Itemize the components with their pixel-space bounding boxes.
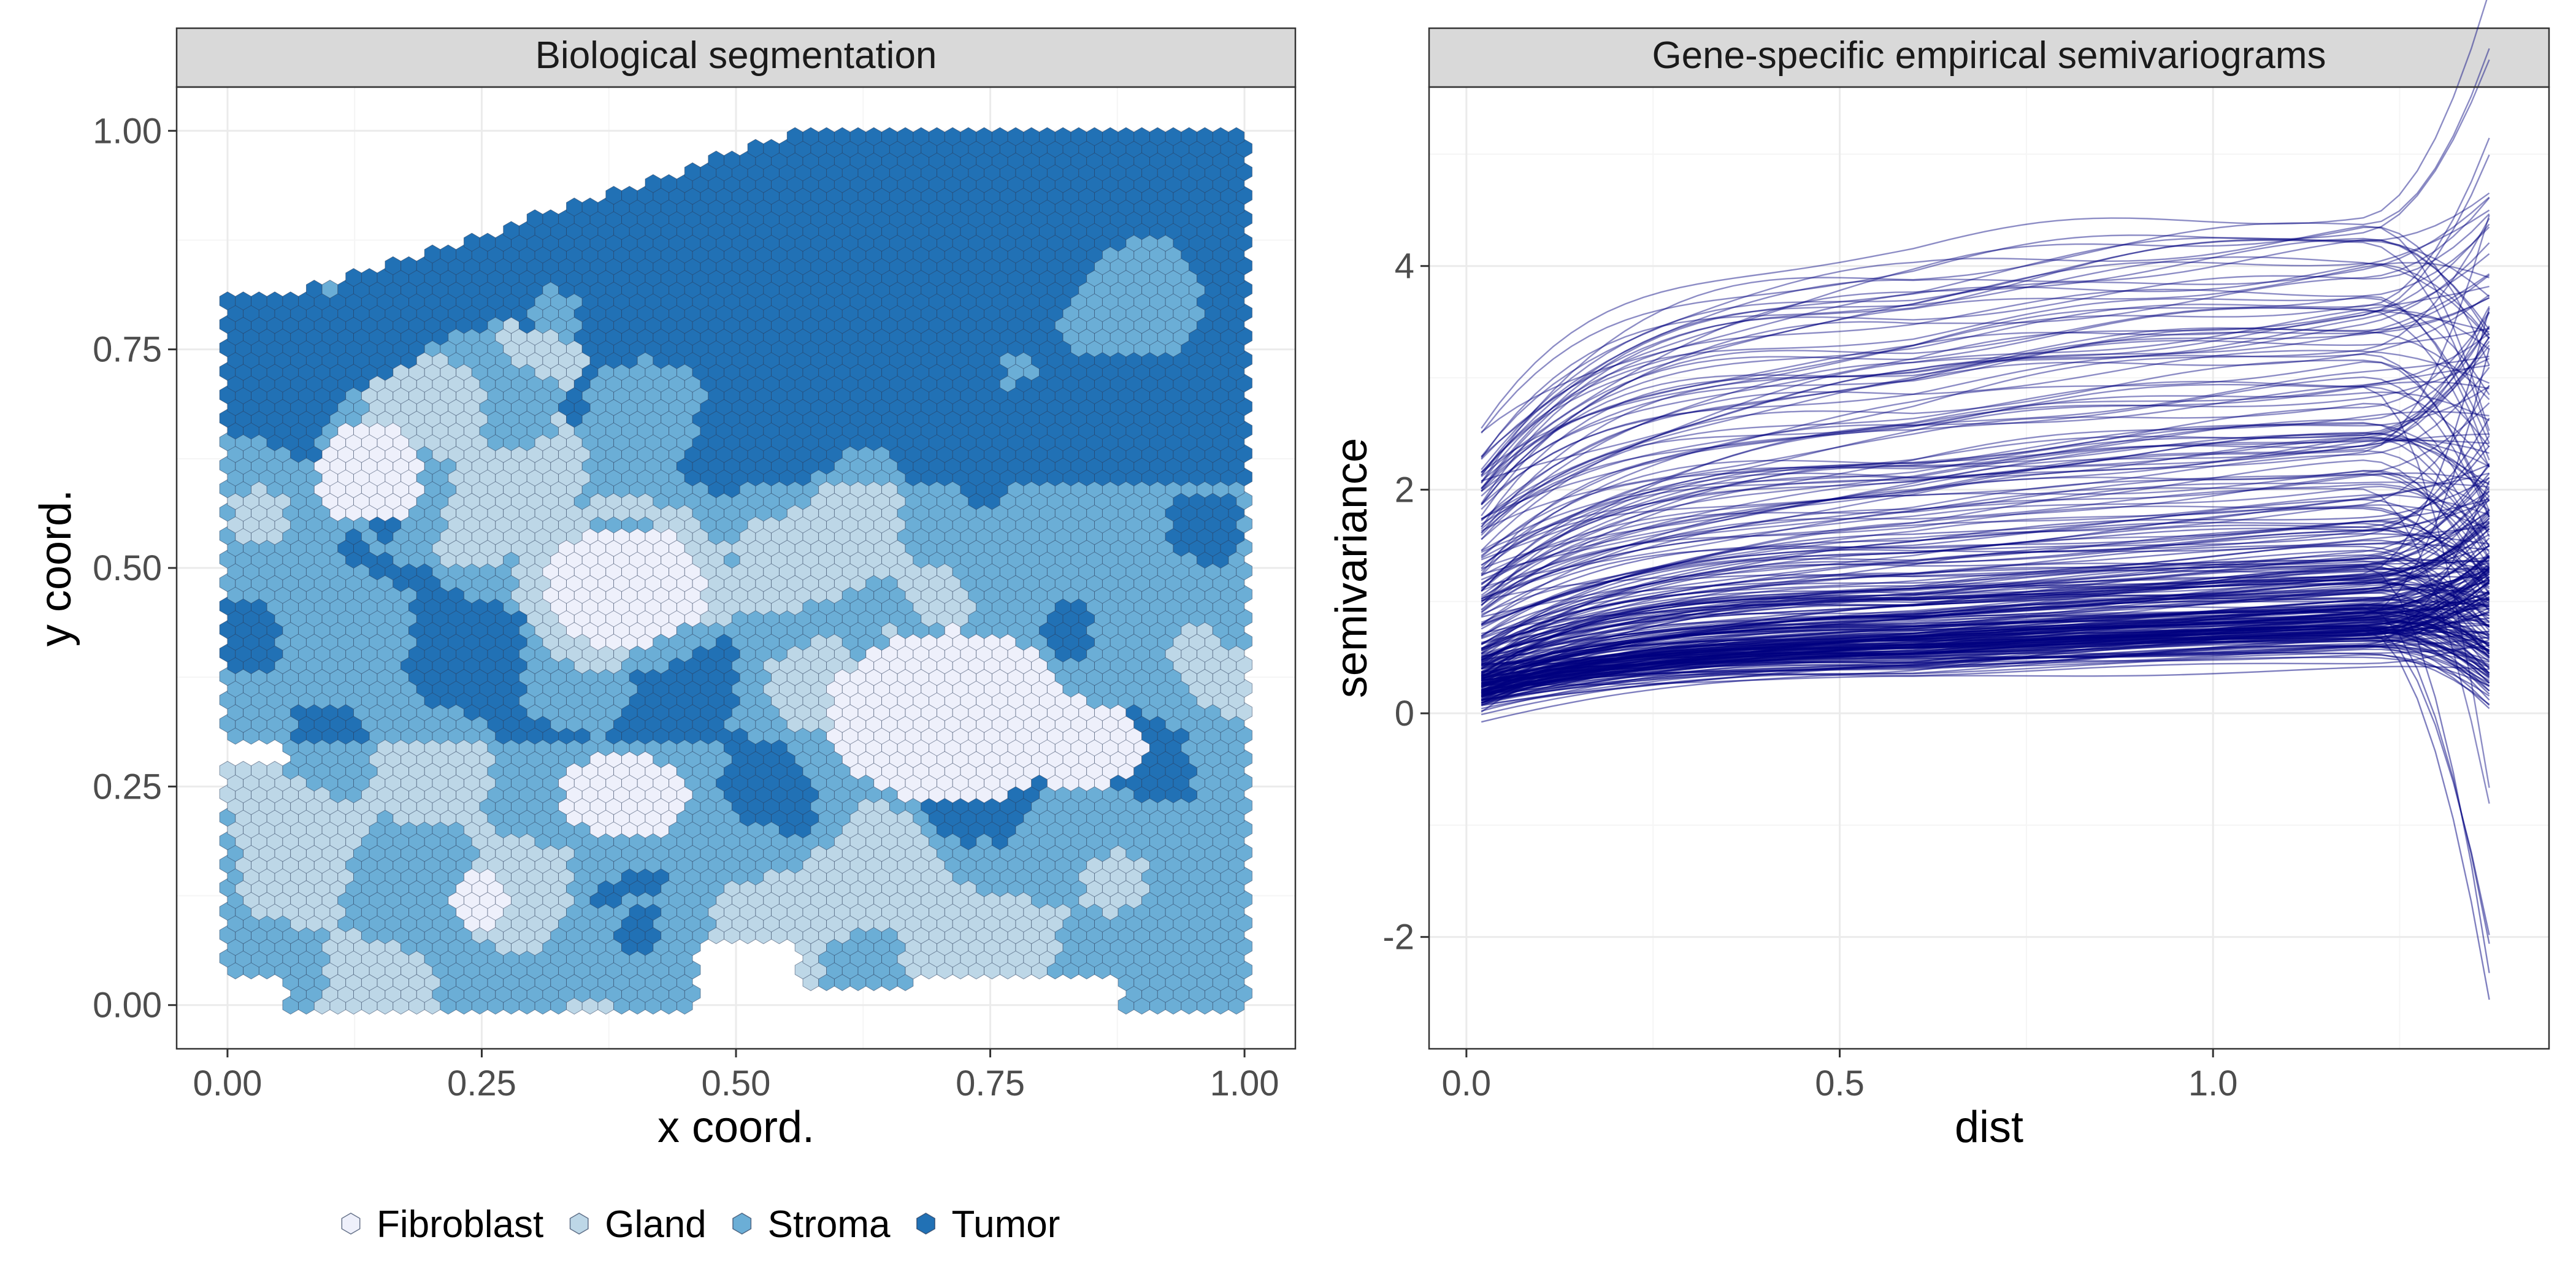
semivariogram-y-axis-title: semivariance (1327, 438, 1376, 698)
hexagon-icon (569, 1213, 589, 1235)
x-tick-label: 0.50 (702, 1064, 771, 1103)
x-tick-label: 0.5 (1815, 1064, 1865, 1103)
segmentation-x-axis-title: x coord. (657, 1103, 815, 1152)
y-tick-label: 0.50 (93, 548, 162, 588)
legend-label: Fibroblast (377, 1203, 543, 1246)
x-tick-label: 0.0 (1442, 1064, 1492, 1103)
legend-label: Tumor (952, 1203, 1060, 1246)
y-tick-label: 0.00 (93, 986, 162, 1025)
x-tick-label: 0.75 (956, 1064, 1025, 1103)
y-tick-label: 0 (1395, 694, 1414, 734)
y-tick-label: 1.00 (93, 111, 162, 151)
y-tick-label: -2 (1382, 918, 1414, 957)
y-tick-label: 0.75 (93, 330, 162, 370)
x-tick-label: 0.00 (193, 1064, 262, 1103)
segmentation-hexagons (219, 127, 1252, 1015)
hexagon-icon (732, 1213, 752, 1235)
y-tick-label: 0.25 (93, 767, 162, 807)
y-tick-label: 4 (1395, 247, 1414, 286)
hexagon-icon (341, 1213, 361, 1235)
y-tick-label: 2 (1395, 470, 1414, 510)
legend-label: Gland (605, 1203, 706, 1246)
segmentation-strip (175, 27, 1297, 88)
x-tick-label: 0.25 (447, 1064, 516, 1103)
semivariogram-x-axis-title: dist (1955, 1103, 2023, 1152)
segmentation-panel: Biological segmentation 0.00 0.25 0.50 0.75… (31, 27, 1297, 1152)
segmentation-y-axis-title: y coord. (31, 489, 80, 646)
hexagon-icon (916, 1213, 935, 1235)
x-tick-label: 1.0 (2188, 1064, 2238, 1103)
segmentation-title: Biological segmentation (535, 34, 937, 77)
legend-label: Stroma (768, 1203, 891, 1246)
semivariogram-title: Gene-specific empirical semivariograms (1652, 34, 2326, 77)
semivariogram-panel: Gene-specific empirical semivariograms 0… (1327, 0, 2550, 1152)
legend: Fibroblast Gland Stroma Tumor (341, 1203, 1060, 1246)
x-tick-label: 1.00 (1210, 1064, 1279, 1103)
